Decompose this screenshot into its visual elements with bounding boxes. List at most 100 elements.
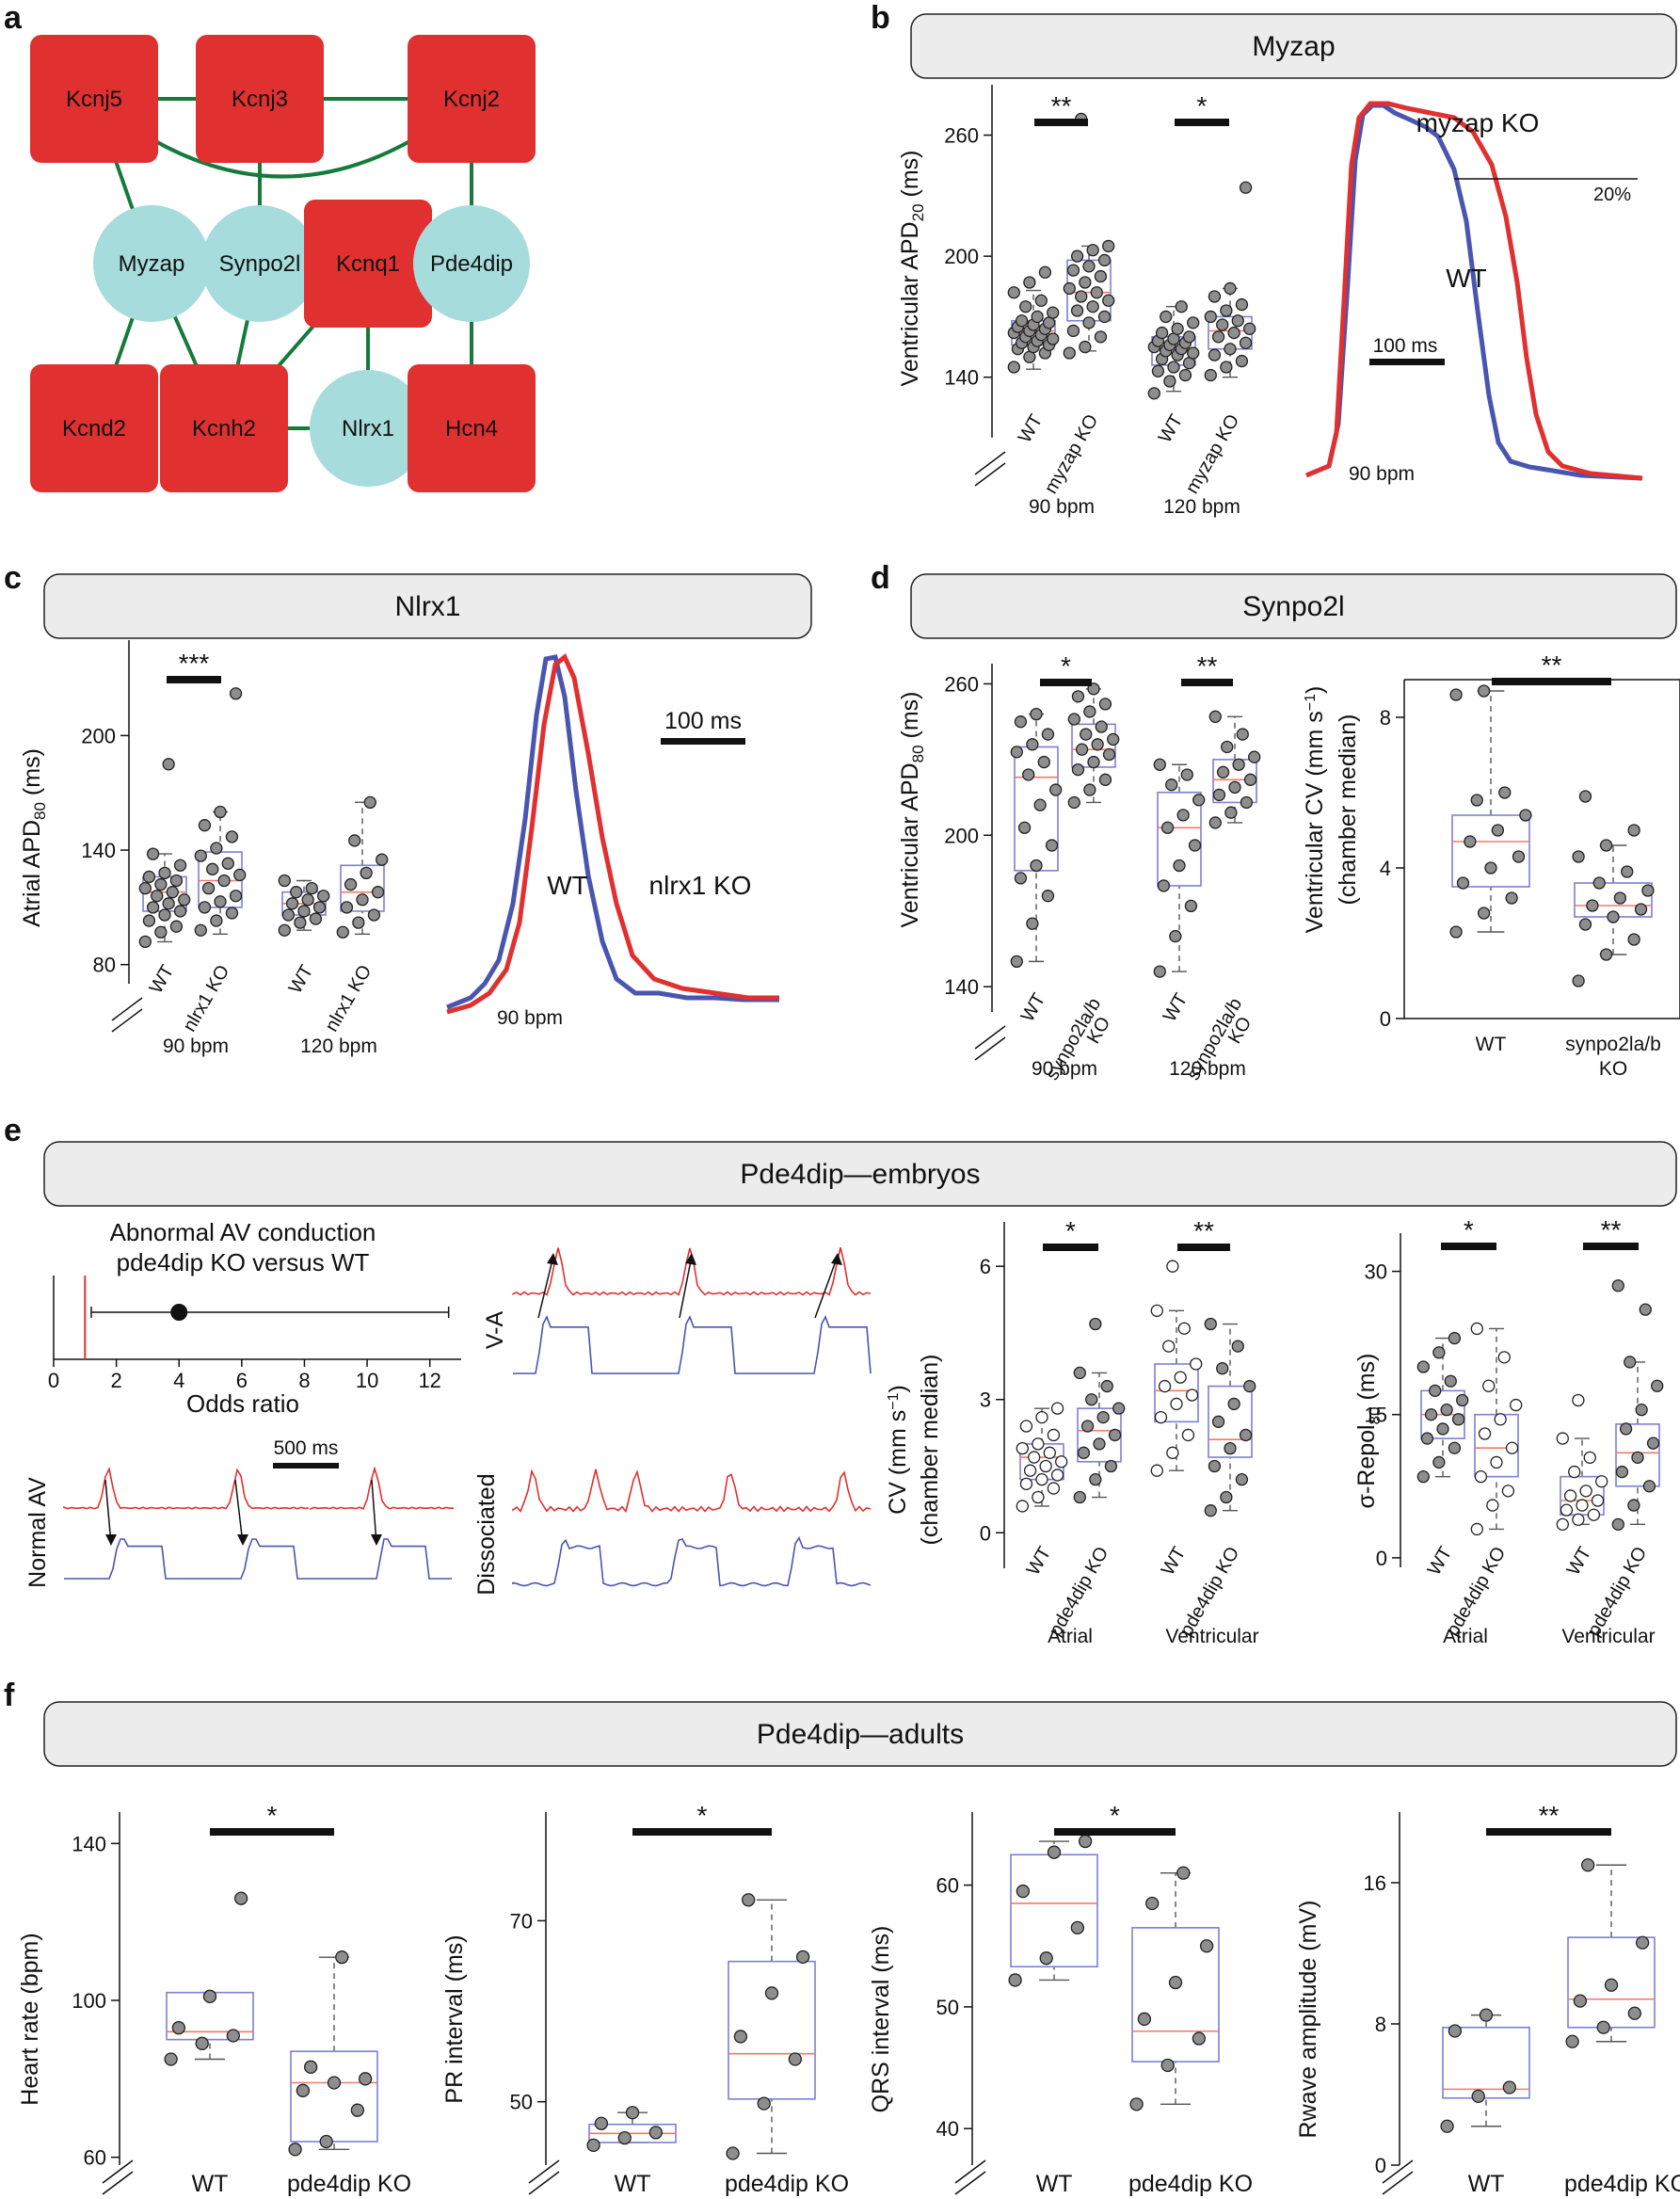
x-tick-label: nlrx1 KO	[179, 962, 233, 1035]
title-pill-d: Synpo2l	[910, 573, 1677, 639]
box-1	[1067, 682, 1120, 810]
data-point	[138, 881, 152, 895]
data-point	[1086, 244, 1099, 257]
y-tick-label: 40	[936, 2117, 959, 2141]
y-tick-label: 0	[980, 1521, 991, 1545]
data-point	[1231, 314, 1244, 328]
data-point	[1478, 1427, 1492, 1440]
network-diagram: Kcnj5 Kcnj3 Kcnj2 Myzap Synpo2l Kcnq1 Pde4dip K…	[30, 35, 536, 492]
data-point	[1160, 310, 1173, 324]
data-point	[229, 687, 243, 700]
node-label: Synpo2l	[219, 251, 301, 277]
y-tick-label: 0	[1375, 2154, 1386, 2177]
x-tick-label: WT	[1563, 1544, 1596, 1580]
significance-label: **	[1193, 1216, 1214, 1245]
label: synpo2la/b	[1565, 1034, 1661, 1055]
data-point	[1089, 1317, 1102, 1331]
box-iqr	[1157, 791, 1202, 887]
data-point	[1168, 1975, 1183, 1990]
box-0	[138, 758, 191, 949]
data-point	[1055, 1455, 1068, 1469]
y-axis-label-sup: −1	[1303, 694, 1319, 711]
data-point	[1572, 1393, 1585, 1407]
data-point	[1583, 1451, 1596, 1465]
data-point	[1174, 1371, 1187, 1384]
panel-letter: a	[4, 0, 23, 36]
data-point	[360, 866, 373, 880]
data-point	[146, 901, 160, 914]
data-point	[1031, 310, 1044, 324]
y-axis-label: Heart rate (bpm)	[17, 1933, 43, 2105]
data-point	[1094, 330, 1108, 344]
label: Atrial	[1443, 1626, 1488, 1647]
data-point	[1456, 876, 1470, 890]
label: 90 bpm	[1029, 496, 1095, 518]
data-point	[1556, 1517, 1569, 1532]
y-axis-label: Atrial APD80 (ms)	[19, 748, 49, 927]
data-point	[1026, 917, 1039, 930]
y-tick-label: 50	[936, 1996, 959, 2019]
data-point	[1023, 1464, 1037, 1477]
data-point	[1008, 1973, 1022, 1987]
y-tick-label: 60	[936, 1874, 959, 1898]
data-point	[1063, 346, 1076, 360]
y-tick-label: 70	[510, 1909, 533, 1933]
data-point	[221, 857, 234, 870]
label: Atrial	[1048, 1626, 1093, 1647]
box-1	[1073, 1317, 1126, 1504]
ko-label: myzap KO	[1416, 108, 1540, 137]
data-point	[1080, 728, 1093, 741]
data-point	[1030, 859, 1043, 873]
y-axis-label-sup: −1	[886, 1392, 902, 1409]
node-kcnj3	[196, 35, 324, 163]
data-point	[1041, 728, 1055, 741]
data-point	[1634, 903, 1648, 916]
data-point	[1050, 1402, 1064, 1415]
significance-bar	[1181, 679, 1233, 686]
data-point	[1642, 1480, 1656, 1493]
node-label: Kcnj5	[66, 87, 122, 112]
significance-bar	[632, 1828, 772, 1836]
data-point	[1073, 1490, 1086, 1504]
data-point	[1070, 304, 1084, 317]
data-point	[1611, 1517, 1624, 1532]
data-point	[1192, 794, 1206, 807]
node-label: Kcnj3	[232, 87, 288, 112]
x-tick-label: WT	[1160, 990, 1192, 1026]
box-3	[1611, 1279, 1664, 1532]
data-point	[1208, 290, 1222, 303]
data-point	[233, 1891, 248, 1905]
data-point	[1604, 1978, 1619, 1992]
data-point	[210, 842, 223, 855]
panel-title: Synpo2l	[1242, 591, 1344, 622]
data-point	[1477, 684, 1491, 698]
y-tick-label: 200	[81, 724, 116, 747]
significance-label: **	[1542, 650, 1562, 680]
data-point	[1448, 1331, 1462, 1345]
data-point	[1576, 1499, 1589, 1512]
node-kcnq1	[304, 200, 432, 328]
data-point	[1016, 1884, 1031, 1899]
data-point	[1204, 310, 1217, 324]
data-point	[367, 908, 381, 922]
label: 120 bpm	[1169, 1058, 1246, 1080]
data-point	[1568, 1465, 1581, 1479]
data-point	[1243, 773, 1257, 786]
x-tick-label: pde4dip KO	[725, 2171, 849, 2197]
y-tick-label: 260	[944, 672, 979, 696]
label: (chamber median)	[917, 1355, 943, 1546]
data-point	[1497, 1351, 1511, 1364]
data-point	[1595, 1475, 1608, 1488]
data-point	[1075, 290, 1088, 303]
data-point	[1607, 910, 1620, 923]
y-axis-label-part: Ventricular APD	[897, 762, 923, 927]
data-point	[1085, 1393, 1098, 1406]
data-point	[1095, 720, 1108, 733]
data-point	[764, 1986, 779, 2000]
data-point	[1032, 1490, 1045, 1504]
label: WT	[1476, 1034, 1507, 1055]
data-point	[795, 1950, 810, 1964]
label: KO	[1599, 1058, 1627, 1080]
label: Ventricular	[1561, 1626, 1655, 1647]
data-point	[1519, 809, 1532, 822]
